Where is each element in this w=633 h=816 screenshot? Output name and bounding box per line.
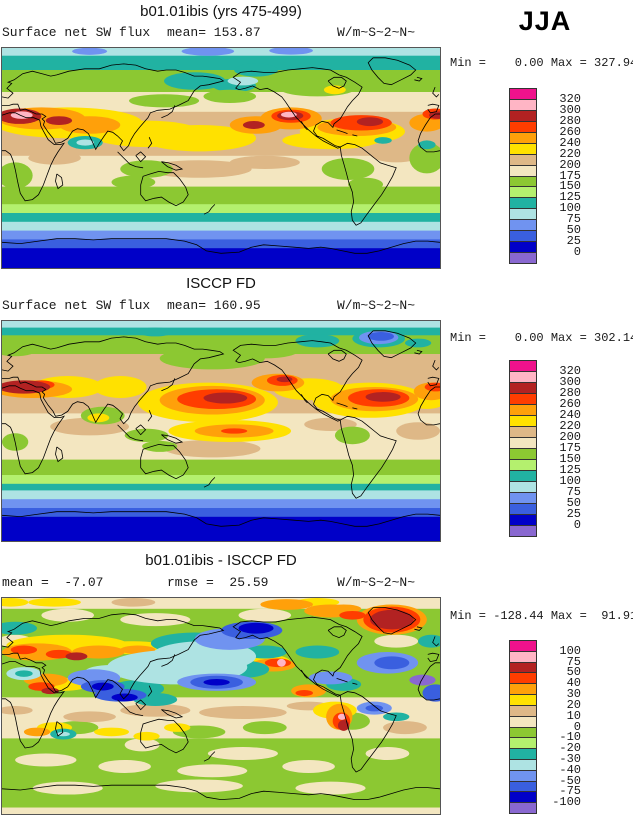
colorbar-tick-label: 320 xyxy=(559,364,581,378)
colorbar-tick-label: 100 xyxy=(559,643,581,658)
colorbar-tick-label: 75 xyxy=(566,485,581,499)
colorbar-tick-label: 100 xyxy=(559,474,581,488)
panel2-title: ISCCP FD xyxy=(186,275,256,292)
colorbar-tick-label: 100 xyxy=(559,201,581,216)
colorbar-tick-label: 175 xyxy=(559,168,581,183)
colorbar-tick-label: 300 xyxy=(559,375,581,389)
colorbar-tick-label: 50 xyxy=(566,496,581,510)
panel1-title: b01.01ibis (yrs 475-499) xyxy=(140,3,302,20)
colorbar-tick-label: 280 xyxy=(559,386,581,400)
colorbar-tick-label: 125 xyxy=(559,463,581,477)
colorbar-tick-label: 75 xyxy=(566,212,581,227)
panel2-variable-label: Surface net SW flux xyxy=(2,298,151,313)
colorbar-tick-label: 10 xyxy=(566,708,581,723)
panel1-map xyxy=(1,47,441,269)
panel2-colorbar: 320 300 280 260 240 220 200 175 150 125 100 75 50 25 0 xyxy=(509,360,581,537)
colorbar-tick-label: 0 xyxy=(573,245,581,260)
colorbar-tick-label: 175 xyxy=(559,441,581,455)
panel2-units-label: W/m~S~2~N~ xyxy=(337,298,416,313)
panel2-map xyxy=(1,320,441,542)
colorbar-tick-label: 300 xyxy=(559,102,581,117)
panel3-minmax: Min = -128.44 Max = 91.91 xyxy=(450,609,633,623)
colorbar-tick-label: 220 xyxy=(559,419,581,433)
colorbar-swatch xyxy=(509,252,537,264)
colorbar-tick-label: 50 xyxy=(566,223,581,238)
colorbar-tick-label: 30 xyxy=(566,687,581,702)
colorbar-tick-label: 75 xyxy=(566,654,581,669)
panel3-title: b01.01ibis - ISCCP FD xyxy=(145,552,297,569)
colorbar-tick-label: -100 xyxy=(552,795,581,810)
panel2-mean-value: mean= 160.95 xyxy=(167,298,261,313)
colorbar-tick-label: 125 xyxy=(559,190,581,205)
panel3-units-label: W/m~S~2~N~ xyxy=(337,575,416,590)
panel2-minmax: Min = 0.00 Max = 302.14 xyxy=(450,331,633,345)
colorbar-tick-label: -40 xyxy=(559,762,581,777)
colorbar-tick-label: -50 xyxy=(559,773,581,788)
panel1-variable-label: Surface net SW flux xyxy=(2,25,151,40)
colorbar-tick-label: 150 xyxy=(559,179,581,194)
colorbar-tick-label: -20 xyxy=(559,741,581,756)
panel1-minmax: Min = 0.00 Max = 327.94 xyxy=(450,56,633,70)
panel3-rmse-value: rmse = 25.59 xyxy=(167,575,269,590)
colorbar-tick-label: 260 xyxy=(559,124,581,139)
colorbar-tick-label: -10 xyxy=(559,730,581,745)
panel1-units-label: W/m~S~2~N~ xyxy=(337,25,416,40)
colorbar-tick-label: 240 xyxy=(559,135,581,150)
colorbar-tick-label: 25 xyxy=(566,507,581,521)
panel3-colorbar: 100 75 50 40 30 20 10 0 -10 -20 -30 -40 -50 -75 -100 xyxy=(509,640,581,814)
colorbar-tick-label: 0 xyxy=(573,518,581,532)
colorbar-tick-label: 20 xyxy=(566,697,581,712)
colorbar-tick-label: 260 xyxy=(559,397,581,411)
panel1-colorbar: 320 300 280 260 240 220 200 175 150 125 100 75 50 25 0 xyxy=(509,88,581,264)
colorbar-tick-label: 50 xyxy=(566,665,581,680)
season-heading: JJA xyxy=(518,6,572,36)
colorbar-tick-label: 240 xyxy=(559,408,581,422)
colorbar-swatch xyxy=(509,525,537,537)
colorbar-swatch xyxy=(509,802,537,814)
colorbar-tick-label: 200 xyxy=(559,430,581,444)
colorbar-tick-label: 200 xyxy=(559,157,581,172)
colorbar-tick-label: 25 xyxy=(566,234,581,249)
colorbar-tick-label: -30 xyxy=(559,751,581,766)
colorbar-tick-label: 150 xyxy=(559,452,581,466)
panel3-mean-value: mean = -7.07 xyxy=(2,575,104,590)
colorbar-tick-label: 40 xyxy=(566,676,581,691)
colorbar-tick-label: 280 xyxy=(559,113,581,128)
panel1-mean-value: mean= 153.87 xyxy=(167,25,261,40)
colorbar-tick-label: -75 xyxy=(559,784,581,799)
colorbar-tick-label: 320 xyxy=(559,91,581,106)
panel3-difference-map xyxy=(1,597,441,815)
colorbar-tick-label: 0 xyxy=(573,719,581,734)
colorbar-tick-label: 220 xyxy=(559,146,581,161)
